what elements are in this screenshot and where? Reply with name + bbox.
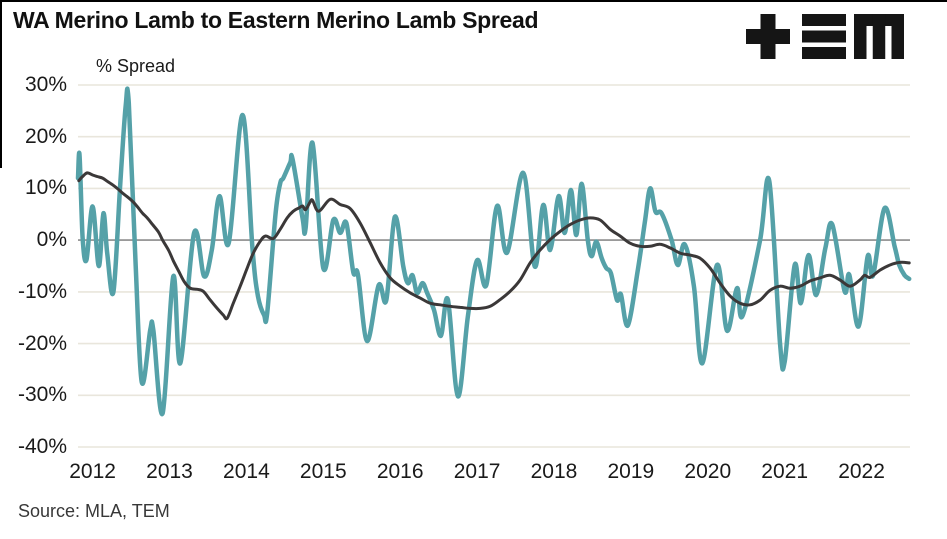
y-axis-title: % Spread bbox=[96, 56, 176, 76]
series-smoothed-trend bbox=[77, 171, 911, 321]
y-tick-label: -10% bbox=[17, 279, 67, 303]
chart-title: WA Merino Lamb to Eastern Merino Lamb Sp… bbox=[13, 7, 539, 33]
x-tick-label: 2017 bbox=[453, 460, 501, 483]
y-tick-label: 30% bbox=[24, 73, 67, 96]
x-tick-label: 2022 bbox=[838, 460, 885, 483]
x-tick-label: 2016 bbox=[376, 460, 424, 483]
y-tick-label: -30% bbox=[17, 383, 67, 407]
x-tick-label: 2013 bbox=[146, 460, 193, 483]
x-tick-label: 2021 bbox=[761, 460, 809, 483]
x-tick-label: 2020 bbox=[684, 460, 732, 483]
y-tick-label: 20% bbox=[24, 124, 67, 148]
x-tick-label: 2019 bbox=[607, 460, 655, 483]
y-tick-label: 0% bbox=[36, 228, 67, 252]
x-tick-label: 2012 bbox=[69, 460, 116, 483]
series-wa-to-eastern-merino-lamb-spread bbox=[75, 86, 912, 417]
tem-logo-icon bbox=[746, 14, 904, 59]
y-axis-tick-labels: 30% 20% 10% 0% -10% -20% -30% -40% bbox=[0, 0, 67, 539]
x-tick-label: 2018 bbox=[530, 460, 578, 483]
top-edge-line bbox=[0, 0, 947, 2]
y-tick-label: 10% bbox=[24, 176, 67, 200]
left-edge-line bbox=[0, 0, 2, 168]
source-note: Source: MLA, TEM bbox=[18, 501, 170, 521]
x-tick-label: 2014 bbox=[223, 460, 270, 483]
y-tick-label: -40% bbox=[17, 435, 67, 458]
x-tick-label: 2015 bbox=[299, 460, 347, 483]
y-tick-label: -20% bbox=[17, 331, 67, 355]
